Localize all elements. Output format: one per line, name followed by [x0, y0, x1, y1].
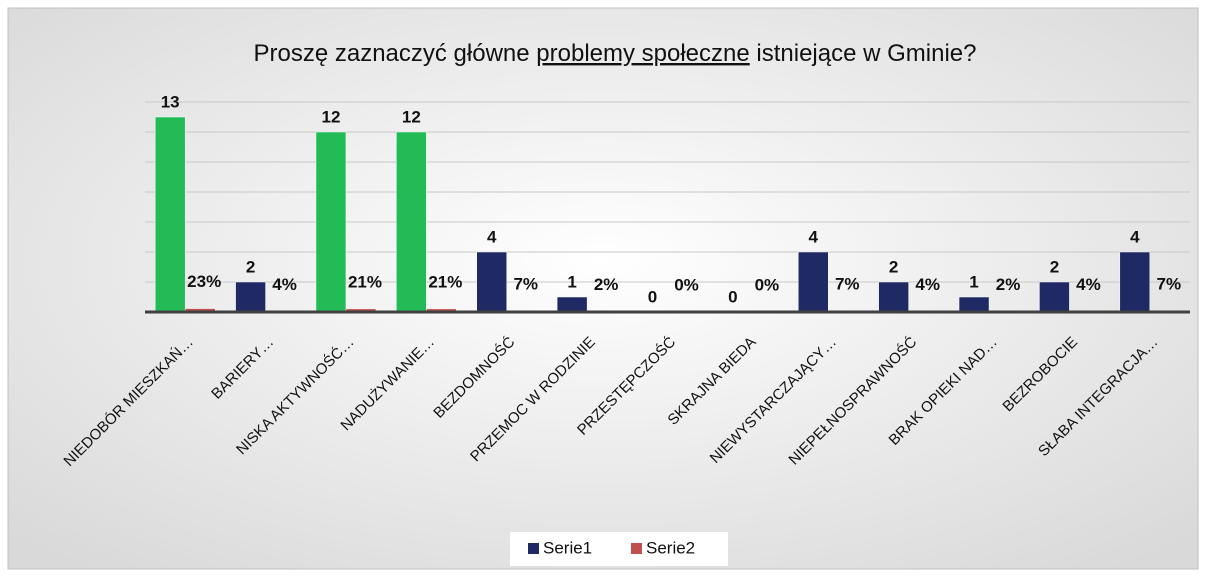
data-label: 0 — [648, 287, 657, 306]
legend-swatch — [631, 543, 642, 554]
data-label: 21% — [348, 272, 382, 291]
bar — [1120, 252, 1150, 312]
bar — [396, 132, 426, 312]
legend-swatch — [528, 543, 539, 554]
bar — [1039, 282, 1069, 312]
data-label: 12 — [322, 107, 341, 126]
data-label: 1 — [567, 272, 576, 291]
bar — [477, 252, 507, 312]
data-label: 1 — [969, 272, 978, 291]
legend-label: Serie2 — [646, 538, 695, 557]
data-label: 7% — [1157, 274, 1182, 293]
bar — [557, 297, 587, 312]
data-label: 4 — [487, 227, 497, 246]
data-label: 0% — [755, 275, 780, 294]
data-label: 23% — [187, 272, 221, 291]
bar — [879, 282, 909, 312]
data-label: 0% — [674, 275, 699, 294]
bar — [316, 132, 346, 312]
data-label: 4 — [1130, 227, 1140, 246]
bar — [155, 117, 185, 312]
data-label: 4% — [915, 275, 940, 294]
data-label: 4% — [1076, 275, 1101, 294]
data-label: 2% — [594, 275, 619, 294]
bar — [959, 297, 989, 312]
bar — [236, 282, 266, 312]
chart-title: Proszę zaznaczyć główne problemy społecz… — [253, 40, 976, 67]
data-label: 2% — [996, 275, 1021, 294]
bar — [798, 252, 828, 312]
data-label: 4 — [809, 227, 819, 246]
data-label: 2 — [889, 257, 898, 276]
data-label: 13 — [161, 92, 180, 111]
legend-label: Serie1 — [543, 538, 592, 557]
data-label: 21% — [428, 272, 462, 291]
data-label: 0 — [728, 287, 737, 306]
data-label: 7% — [835, 274, 860, 293]
data-label: 7% — [513, 274, 538, 293]
data-label: 2 — [1050, 257, 1059, 276]
data-label: 2 — [246, 257, 255, 276]
data-label: 4% — [272, 275, 297, 294]
data-label: 12 — [402, 107, 421, 126]
